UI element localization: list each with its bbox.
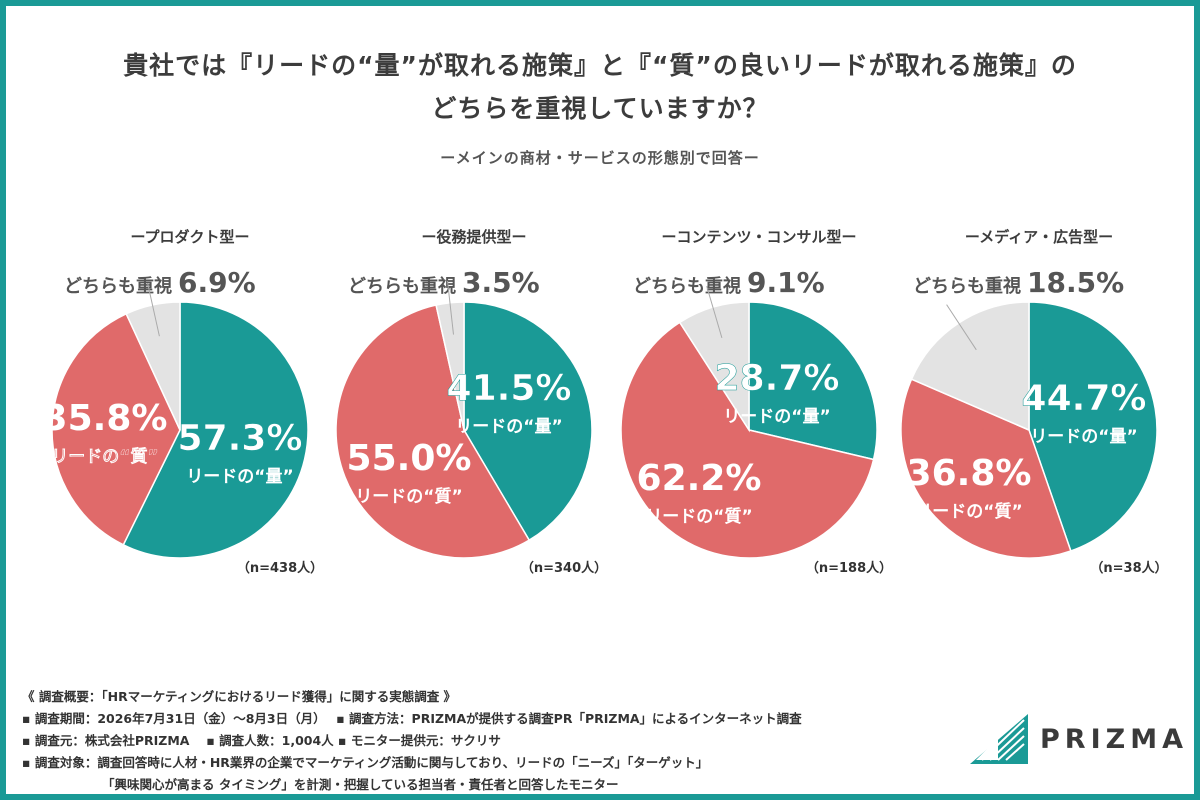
footer-source-count: ▪ 調査元：株式会社PRIZMA ▪ 調査人数：1,004人 ▪ モニター提供元… [22,730,802,752]
infographic-frame: 貴社では『リードの“量”が取れる施策』と『“質”の良いリードが取れる施策』の ど… [6,6,1194,794]
leader-line [946,304,977,351]
sample-size-label: （n=188人） [806,560,892,576]
pie-slice [748,301,878,461]
slice-value-label: 41.5% [447,368,572,409]
pie-chart-1: ープロダクト型ー 57.3% リードの“量” 35.8% リードの“質” どちらも重視 6.… [43,228,324,576]
footer-target-1: ▪ 調査対象：調査回答時に人材・HR業界の企業でマーケティング活動に関与しており… [22,755,709,770]
pie-title: ープロダクト型ー [130,228,249,246]
pie-title: ー役務提供型ー [421,228,526,246]
pie-charts: ープロダクト型ー 57.3% リードの“量” 35.8% リードの“質” どちらも重視 6.… [43,228,1168,576]
both-name-label: どちらも重視 [633,275,741,297]
chart-title: 貴社では『リードの“量”が取れる施策』と『“質”の良いリードが取れる施策』の ど… [6,44,1194,130]
title-line-1: 貴社では『リードの“量”が取れる施策』と『“質”の良いリードが取れる施策』の [123,51,1077,80]
pie-chart-3: ーコンテンツ・コンサル型ー 28.7% リードの“量” 62.2% リードの“質” どちら… [620,228,892,576]
pie-slice [122,301,309,559]
footer-source: ▪ 調査元：株式会社PRIZMA [22,733,190,748]
footer-period: ▪ 調査期間：2026年7月31日（金）〜8月3日（月） [22,711,320,726]
pie-chart-2: ー役務提供型ー 41.5% リードの“量”55.0% リードの“質” どちらも重視 3.5… [335,228,607,576]
prizma-logo-mark-icon [970,714,1028,764]
footer-period-method: ▪ 調査期間：2026年7月31日（金）〜8月3日（月） ▪ 調査方法：PRIZ… [22,708,802,730]
prizma-logo: PRIZMA [968,712,1183,770]
slice-name-label: リードの“量” [723,406,830,427]
slice-name-label: リードの“質” [355,486,462,507]
title-line-2: どちらを重視していますか？ [431,94,769,123]
slice-value-label: 44.7% [1022,378,1147,419]
sample-size-label: （n=340人） [521,560,607,576]
leader-line [706,285,723,339]
pie-slice [900,378,1072,559]
pie-slice [1028,301,1158,552]
survey-footer: 《 調査概要：「HRマーケティングにおけるリード獲得」に関する実態調査 》 ▪ … [22,686,802,794]
prizma-logo-text: PRIZMA [1040,724,1188,755]
both-name-label: どちらも重視 [913,275,1021,297]
slice-name-label: リードの“量” [455,416,562,437]
leader-line [147,283,160,337]
sample-size-label: （n=38人） [1090,560,1167,576]
slice-value-label: 36.8% [907,453,1032,494]
chart-subtitle: ーメインの商材・サービスの形態別で回答ー [440,149,760,167]
pie-title: ーコンテンツ・コンサル型ー [661,228,856,246]
slice-name-label: リードの“質” [51,446,158,467]
pie-chart-4: ーメディア・広告型ー 44.7% リードの“量” 36.8% リードの“質” どちらも重視… [900,228,1168,576]
leader-line [447,280,454,335]
slice-name-label: リードの“質” [645,506,752,527]
sample-size-label: （n=438人） [237,560,323,576]
slice-value-label: 28.7% [715,358,840,399]
both-value-label: 6.9% [178,266,256,299]
slice-value-label: 57.3% [178,418,303,459]
slice-name-label: リードの“量” [1030,426,1137,447]
both-value-label: 18.5% [1027,266,1124,299]
slice-value-label: 55.0% [347,438,472,479]
footer-target-2: 「興味関心が高まる タイミング」を計測・把握している担当者・責任者と回答したモニ… [102,777,619,792]
both-name-label: どちらも重視 [348,275,456,297]
both-value-label: 9.1% [747,266,825,299]
footer-provider: ▪ モニター提供元：サクリサ [338,733,501,748]
footer-overview: 《 調査概要：「HRマーケティングにおけるリード獲得」に関する実態調査 》 [22,689,457,704]
pie-slice [335,304,531,559]
footer-method: ▪ 調査方法：PRIZMAが提供する調査PR「PRIZMA」によるインターネット… [336,711,802,726]
slice-name-label: リードの“質” [915,501,1022,522]
pie-slice [51,312,181,546]
both-name-label: どちらも重視 [64,275,172,297]
pie-slice [620,321,875,559]
pie-title: ーメディア・広告型ー [965,228,1113,246]
both-value-label: 3.5% [462,266,540,299]
footer-count: ▪ 調査人数：1,004人 [206,733,334,748]
slice-value-label: 35.8% [43,398,168,439]
pie-slice [463,301,593,542]
slice-name-label: リードの“量” [186,466,293,487]
slice-value-label: 62.2% [637,458,762,499]
